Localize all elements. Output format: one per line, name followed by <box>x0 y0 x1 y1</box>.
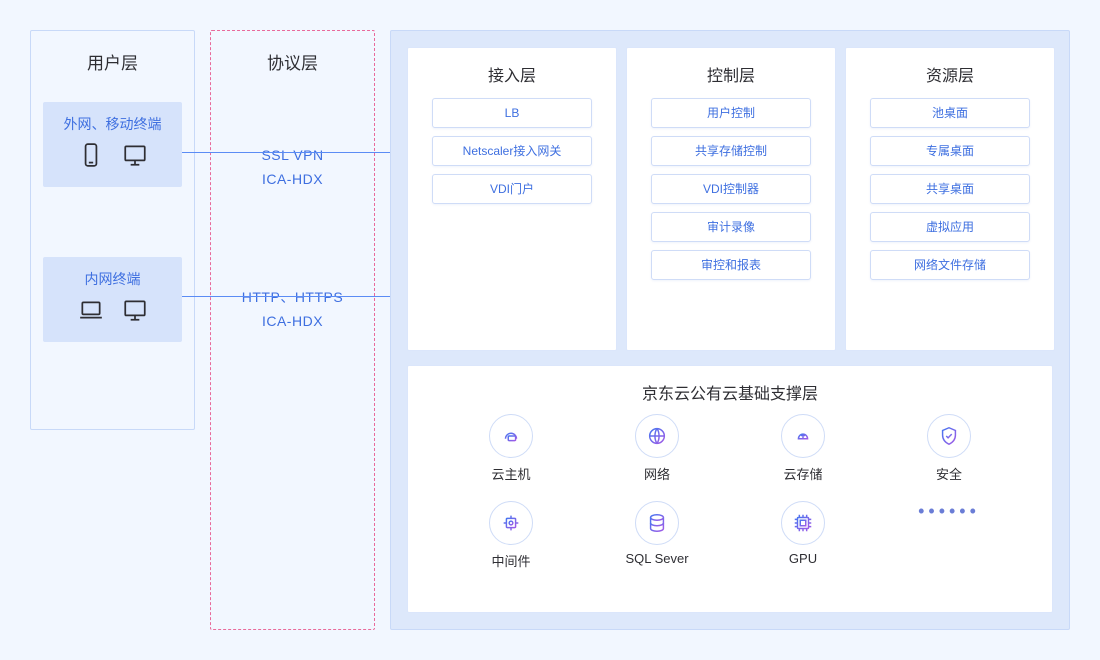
protocol-group-internal: HTTP、HTTPSICA-HDX <box>211 285 374 333</box>
layer-title: 资源层 <box>846 62 1054 86</box>
external-device-label: 外网、移动终端 <box>43 114 182 134</box>
layer-item: 共享存储控制 <box>651 136 811 166</box>
layer-item: 网络文件存储 <box>870 250 1030 280</box>
service-storage: 云存储 <box>730 414 876 483</box>
more-icon: •••••• <box>876 501 1022 522</box>
layer-item: VDI控制器 <box>651 174 811 204</box>
layer-title: 接入层 <box>408 62 616 86</box>
protocol-label: HTTP、HTTPS <box>211 285 374 309</box>
service-gpu: GPU <box>730 501 876 570</box>
resource-layer-card: 资源层池桌面专属桌面共享桌面虚拟应用网络文件存储 <box>845 47 1055 351</box>
internal-device-label: 内网终端 <box>43 269 182 289</box>
service-label: GPU <box>730 551 876 566</box>
security-icon <box>927 414 971 458</box>
layer-item: 虚拟应用 <box>870 212 1030 242</box>
service-host: 云主机 <box>438 414 584 483</box>
gpu-icon <box>781 501 825 545</box>
layer-item: 池桌面 <box>870 98 1030 128</box>
access-layer-card: 接入层 LB Netscaler接入网关 VDI门户 <box>407 47 617 351</box>
layer-item: 共享桌面 <box>870 174 1030 204</box>
foundation-card: 京东云公有云基础支撑层 云主机 网络 云存储 安全 中间件 SQL Sever … <box>407 365 1053 613</box>
connector-line <box>182 152 390 153</box>
laptop-icon <box>78 297 104 328</box>
sql-icon <box>635 501 679 545</box>
foundation-title: 京东云公有云基础支撑层 <box>408 380 1052 404</box>
service-label: 安全 <box>876 464 1022 483</box>
service-more: •••••• <box>876 501 1022 570</box>
layer-title: 控制层 <box>627 62 835 86</box>
network-icon <box>635 414 679 458</box>
internal-device-box: 内网终端 <box>43 257 182 342</box>
service-label: 网络 <box>584 464 730 483</box>
layer-item: LB <box>432 98 592 128</box>
service-security: 安全 <box>876 414 1022 483</box>
layer-item: Netscaler接入网关 <box>432 136 592 166</box>
user-layer-column: 用户层 外网、移动终端 内网终端 <box>30 30 195 430</box>
protocol-layer-column: 协议层 SSL VPNICA-HDX HTTP、HTTPSICA-HDX <box>210 30 375 630</box>
connector-line <box>182 296 390 297</box>
monitor-icon <box>122 142 148 173</box>
service-network: 网络 <box>584 414 730 483</box>
backend-layers-panel: 接入层 LB Netscaler接入网关 VDI门户 控制层用户控制共享存储控制 VDI控… <box>390 30 1070 630</box>
service-label: SQL Sever <box>584 551 730 566</box>
service-grid: 云主机 网络 云存储 安全 中间件 SQL Sever GPU •••••• <box>408 414 1052 570</box>
external-device-box: 外网、移动终端 <box>43 102 182 187</box>
internal-device-icons <box>43 297 182 328</box>
middleware-icon <box>489 501 533 545</box>
protocol-label: ICA-HDX <box>211 309 374 333</box>
diagram-canvas: 用户层 外网、移动终端 内网终端 <box>0 0 1100 660</box>
service-middleware: 中间件 <box>438 501 584 570</box>
layer-item: 用户控制 <box>651 98 811 128</box>
protocol-label: ICA-HDX <box>211 167 374 191</box>
layer-item: 审计录像 <box>651 212 811 242</box>
user-layer-title: 用户层 <box>31 49 194 74</box>
protocol-group-external: SSL VPNICA-HDX <box>211 143 374 191</box>
phone-icon <box>78 142 104 173</box>
service-label: 中间件 <box>438 551 584 570</box>
host-icon <box>489 414 533 458</box>
monitor-icon <box>122 297 148 328</box>
layer-item: 专属桌面 <box>870 136 1030 166</box>
layer-item: VDI门户 <box>432 174 592 204</box>
service-sql: SQL Sever <box>584 501 730 570</box>
layer-item: 审控和报表 <box>651 250 811 280</box>
protocol-layer-title: 协议层 <box>211 49 374 74</box>
external-device-icons <box>43 142 182 173</box>
storage-icon <box>781 414 825 458</box>
control-layer-card: 控制层用户控制共享存储控制 VDI控制器审计录像审控和报表 <box>626 47 836 351</box>
service-label: 云存储 <box>730 464 876 483</box>
protocol-label: SSL VPN <box>211 143 374 167</box>
service-label: 云主机 <box>438 464 584 483</box>
